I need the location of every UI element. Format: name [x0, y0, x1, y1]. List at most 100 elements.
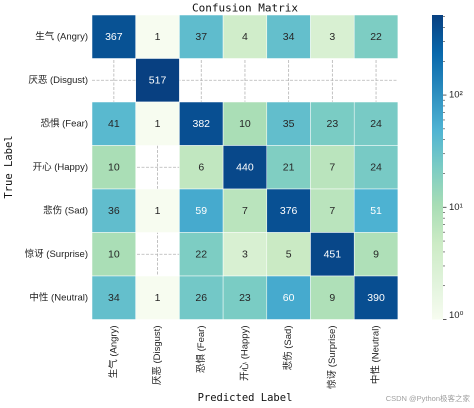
- y-tick-label: 悲伤 (Sad): [43, 204, 88, 216]
- cell-value: 22: [370, 31, 382, 43]
- cell-value: 451: [324, 248, 342, 260]
- colorbar-ticks: 10⁰ 10¹ 10²: [443, 16, 464, 321]
- cell-value: 4: [242, 31, 248, 43]
- heatmap-cell: [310, 275, 355, 320]
- cell-value: 23: [239, 292, 251, 304]
- cell-value: 36: [108, 205, 120, 217]
- cell-value: 7: [329, 161, 335, 173]
- cell-value: 9: [373, 248, 379, 260]
- heatmap-cell: [179, 145, 224, 190]
- cell-value: 1: [155, 31, 161, 43]
- cell-value: 440: [236, 161, 254, 173]
- heatmap-cell: [222, 275, 268, 320]
- cell-value: 7: [242, 205, 248, 217]
- colorbar-tick-label: 10⁰: [449, 310, 464, 321]
- x-tick-label: 惊讶 (Surprise): [326, 326, 338, 389]
- cell-value: 3: [242, 248, 248, 260]
- x-tick-label: 恐惧 (Fear): [195, 326, 207, 374]
- heatmap-cell: [135, 188, 180, 233]
- heatmap-cell: [135, 14, 180, 59]
- heatmap-cell: [266, 145, 311, 190]
- colorbar-tick-label: 10²: [449, 90, 463, 101]
- x-tick-label: 厌恶 (Disgust): [152, 326, 163, 386]
- cell-value: 37: [195, 31, 207, 43]
- watermark: CSDN @Python极客之家: [386, 393, 471, 403]
- cell-value: 35: [283, 118, 295, 130]
- cell-value: 51: [370, 205, 382, 217]
- heatmap-cell: [222, 101, 268, 146]
- cell-value: 1: [155, 292, 161, 304]
- cell-value: 10: [108, 248, 120, 260]
- cell-value: 5: [286, 248, 292, 260]
- chart-title: Confusion Matrix: [192, 2, 298, 15]
- cell-value: 1: [155, 118, 161, 130]
- x-tick-label: 悲伤 (Sad): [282, 326, 294, 371]
- cell-value: 60: [283, 292, 295, 304]
- cell-value: 24: [370, 118, 382, 130]
- y-tick-label: 生气 (Angry): [35, 30, 88, 42]
- heatmap-cell: [266, 101, 311, 146]
- y-tick-label: 惊讶 (Surprise): [25, 248, 88, 260]
- heatmap-cell: [353, 145, 399, 190]
- heatmap-cell: [91, 101, 136, 146]
- heatmap-cell: [266, 188, 311, 233]
- heatmap-cell: [353, 101, 399, 146]
- heatmap-cell: [222, 14, 268, 59]
- cell-value: 517: [149, 74, 167, 86]
- cell-value: 26: [195, 292, 207, 304]
- cell-value: 59: [195, 205, 207, 217]
- cell-value: 23: [327, 118, 339, 130]
- cell-value: 10: [108, 161, 120, 173]
- cell-value: 1: [155, 205, 161, 217]
- heatmap-cell: [266, 14, 311, 59]
- cell-value: 24: [370, 161, 382, 173]
- y-axis-label: True Label: [3, 135, 15, 198]
- x-tick-labels: 生气 (Angry) 厌恶 (Disgust) 恐惧 (Fear) 开心 (Happy…: [107, 326, 381, 389]
- heatmap-cell: [310, 188, 355, 233]
- cell-value: 22: [195, 248, 207, 260]
- heatmap-cell: [310, 145, 355, 190]
- cell-value: 21: [283, 161, 295, 173]
- heatmap-cell: [179, 275, 224, 320]
- cell-value: 9: [329, 292, 335, 304]
- heatmap-cells: [91, 14, 399, 320]
- y-tick-label: 恐惧 (Fear): [40, 117, 88, 129]
- cell-value: 34: [283, 31, 295, 43]
- x-tick-label: 生气 (Angry): [107, 326, 119, 379]
- heatmap-cell: [91, 145, 136, 190]
- heatmap-cell: [135, 58, 180, 103]
- x-axis-label: Predicted Label: [198, 392, 293, 404]
- y-tick-label: 厌恶 (Disgust): [28, 75, 88, 86]
- colorbar: [432, 15, 443, 320]
- y-tick-labels: 生气 (Angry) 厌恶 (Disgust) 恐惧 (Fear) 开心 (Happy…: [25, 30, 88, 303]
- heatmap-cell: [310, 232, 355, 277]
- heatmap-cell: [353, 232, 399, 277]
- heatmap-cell: [310, 14, 355, 59]
- y-tick-label: 中性 (Neutral): [29, 291, 88, 303]
- heatmap-cell: [353, 275, 399, 320]
- heatmap-cell: [135, 101, 180, 146]
- heatmap-cell: [353, 14, 399, 59]
- cell-value: 34: [108, 292, 120, 304]
- colorbar-tick-label: 10¹: [449, 202, 463, 213]
- heatmap-cell: [91, 275, 136, 320]
- cell-value: 10: [239, 118, 251, 130]
- heatmap-cell: [222, 145, 268, 190]
- cell-value: 382: [192, 118, 210, 130]
- heatmap-cell: [179, 188, 224, 233]
- heatmap-cell: [310, 101, 355, 146]
- x-tick-label: 中性 (Neutral): [370, 326, 382, 385]
- heatmap-cell: [91, 232, 136, 277]
- heatmap-cell: [91, 14, 136, 59]
- cell-value: 367: [105, 31, 123, 43]
- cell-value: 3: [329, 31, 335, 43]
- cell-value: 6: [198, 161, 204, 173]
- cell-value: 7: [329, 205, 335, 217]
- cell-value: 41: [108, 118, 120, 130]
- cell-value: 390: [367, 292, 385, 304]
- heatmap-cell: [179, 14, 224, 59]
- x-tick-label: 开心 (Happy): [239, 326, 250, 381]
- heatmap-cell: [353, 188, 399, 233]
